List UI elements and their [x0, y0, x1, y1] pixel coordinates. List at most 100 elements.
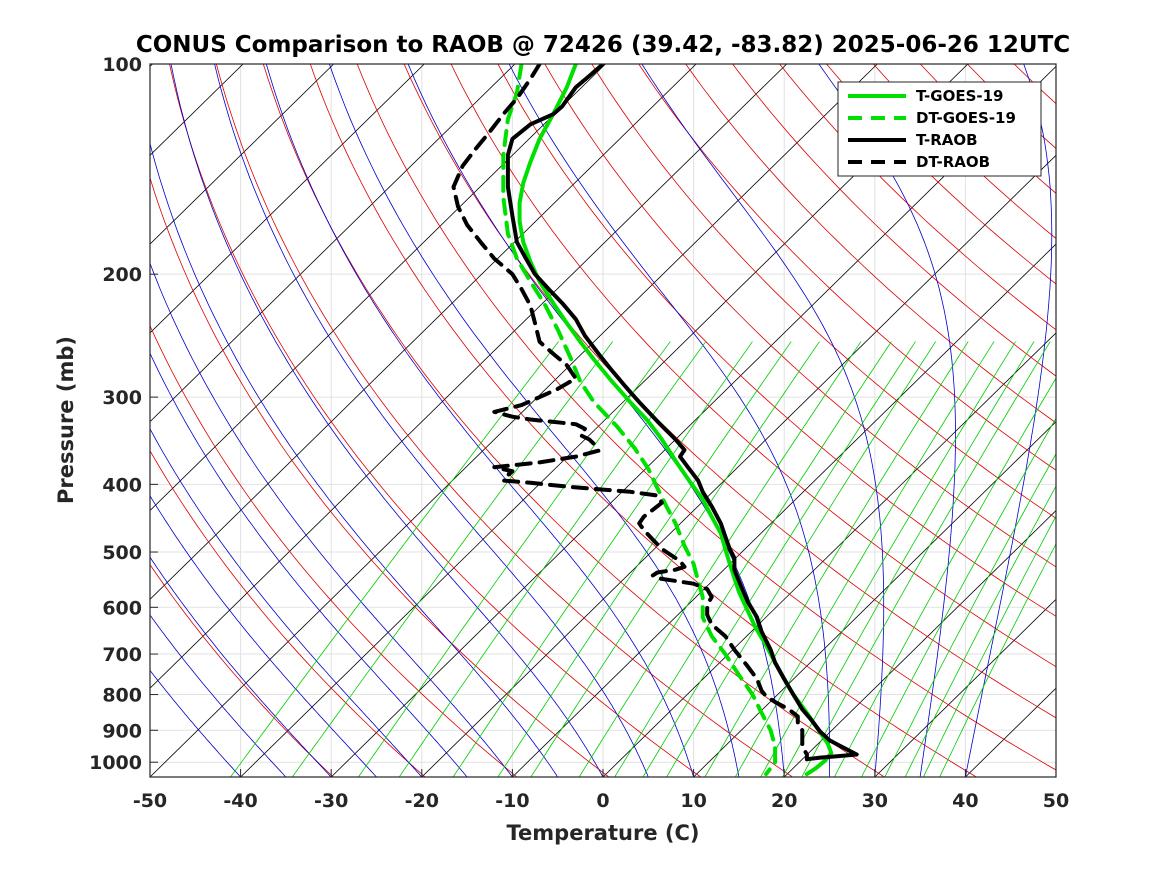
moist-adiabat-line: [150, 262, 513, 777]
mixing-ratio-line: [939, 543, 1056, 777]
dry-adiabat-line: [919, 64, 1056, 194]
dry-adiabat-line: [150, 563, 334, 777]
moist-adiabat-line: [170, 64, 604, 777]
moist-adiabat-line: [150, 556, 332, 777]
dry-adiabat-line: [450, 64, 1056, 668]
isotherm-line: [150, 64, 335, 245]
y-tick-label: 1000: [89, 752, 142, 774]
dry-adiabat-line: [732, 64, 1056, 377]
isotherm-line: [330, 65, 1056, 777]
dry-adiabat-line: [497, 64, 1056, 617]
y-tick-label: 800: [102, 685, 142, 707]
moist-adiabat-line: [818, 64, 956, 777]
isotherm-line: [0, 64, 62, 777]
isotherm-line: [783, 509, 1056, 777]
isotherm-line: [1147, 64, 1167, 777]
y-tick-label: 200: [102, 264, 142, 286]
x-tick-label: -10: [495, 790, 529, 812]
mixing-ratio-line: [230, 341, 559, 777]
series-line-dt-raob: [451, 64, 809, 762]
mixing-ratio-line: [884, 453, 1056, 777]
dry-adiabat-line: [591, 64, 1056, 519]
dry-adiabat-line: [150, 176, 610, 777]
isotherm-line: [874, 598, 1056, 777]
x-axis-ticks: -50 -40 -30 -20 -10 0 10 20 30 40 50: [133, 769, 1069, 812]
isotherm-line: [150, 64, 878, 777]
mixing-ratio-line: [530, 341, 820, 777]
dry-adiabat-line: [150, 324, 518, 777]
isotherm-line: [150, 64, 516, 423]
moist-adiabat-line: [328, 64, 740, 777]
legend: T-GOES-19 DT-GOES-19 T-RAOB DT-RAOB: [837, 81, 1042, 177]
isotherm-line: [150, 64, 425, 334]
x-tick-label: 10: [680, 790, 706, 812]
moist-adiabat-line: [150, 141, 559, 777]
moist-adiabat-line: [150, 495, 377, 777]
x-tick-label: -20: [405, 790, 439, 812]
x-tick-label: 0: [596, 790, 609, 812]
x-tick-label: 40: [952, 790, 978, 812]
isotherm-line: [1055, 776, 1056, 777]
y-axis-ticks: 100 200 300 400 500 600 700 800 900 1000: [89, 54, 158, 774]
mixing-ratio-line: [834, 377, 1056, 777]
moist-adiabat-line: [150, 614, 287, 777]
mixing-ratio-line: [666, 341, 936, 777]
mixing-ratio-line: [578, 341, 862, 777]
moist-adiabat-line: [508, 64, 830, 777]
dry-adiabat-line: [1061, 64, 1167, 777]
mixing-ratio-line: [452, 341, 753, 777]
y-tick-label: 700: [102, 644, 142, 666]
mixing-ratio-line: [357, 341, 671, 777]
isotherm-line: [150, 64, 697, 600]
dry-adiabat-line: [1108, 64, 1167, 777]
dry-adiabat-line: [215, 64, 793, 777]
dry-adiabat-line: [1155, 64, 1167, 777]
y-tick-label: 500: [102, 542, 142, 564]
moist-adiabat-line: [214, 64, 649, 777]
mixing-ratio-line: [614, 341, 892, 777]
mixing-ratio-line: [734, 341, 995, 777]
chart-title: CONUS Comparison to RAOB @ 72426 (39.42,…: [136, 32, 1070, 58]
dry-adiabat-line: [262, 64, 885, 777]
mixing-ratio-line: [904, 485, 1056, 777]
dry-adiabat-line: [169, 64, 702, 777]
isotherm-line: [150, 64, 606, 512]
y-tick-label: 900: [102, 720, 142, 742]
dry-adiabat-line: [638, 64, 1056, 471]
legend-label: T-RAOB: [916, 131, 978, 149]
isotherm-line: [693, 421, 1056, 777]
mixing-ratio-line: [398, 341, 706, 777]
legend-label: T-GOES-19: [916, 87, 1003, 105]
mixing-ratio-line: [760, 341, 1016, 777]
mixing-ratio-line: [704, 341, 969, 777]
isotherm-line: [240, 64, 969, 777]
moist-adiabat-line: [265, 64, 694, 777]
x-tick-label: 50: [1043, 790, 1069, 812]
mixing-ratio-line: [861, 417, 1056, 777]
y-axis-label: Pressure (mb): [54, 336, 78, 504]
x-tick-label: -30: [314, 790, 348, 812]
x-tick-label: -40: [223, 790, 257, 812]
y-tick-label: 600: [102, 597, 142, 619]
legend-label: DT-RAOB: [916, 153, 990, 171]
y-tick-label: 300: [102, 387, 142, 409]
dry-adiabat-line: [544, 64, 1056, 568]
dry-adiabat-line: [685, 64, 1056, 424]
mixing-ratio-line: [923, 515, 1056, 777]
legend-label: DT-GOES-19: [916, 109, 1016, 127]
isotherm-line: [421, 154, 1056, 777]
dry-adiabat-line: [150, 449, 426, 777]
x-tick-label: -50: [133, 790, 167, 812]
profile-series: [451, 64, 859, 777]
mixing-ratio-line: [291, 341, 613, 777]
moist-adiabat-line: [150, 669, 242, 777]
series-line-dt-goes-19: [501, 64, 778, 777]
dry-adiabat-line: [826, 64, 1056, 285]
x-tick-label: 30: [862, 790, 888, 812]
dry-adiabat-line: [356, 64, 1056, 771]
dry-adiabat-line: [873, 64, 1056, 239]
moist-adiabat-line: [150, 352, 468, 777]
y-tick-label: 100: [102, 54, 142, 76]
dry-adiabat-line: [779, 64, 1056, 331]
